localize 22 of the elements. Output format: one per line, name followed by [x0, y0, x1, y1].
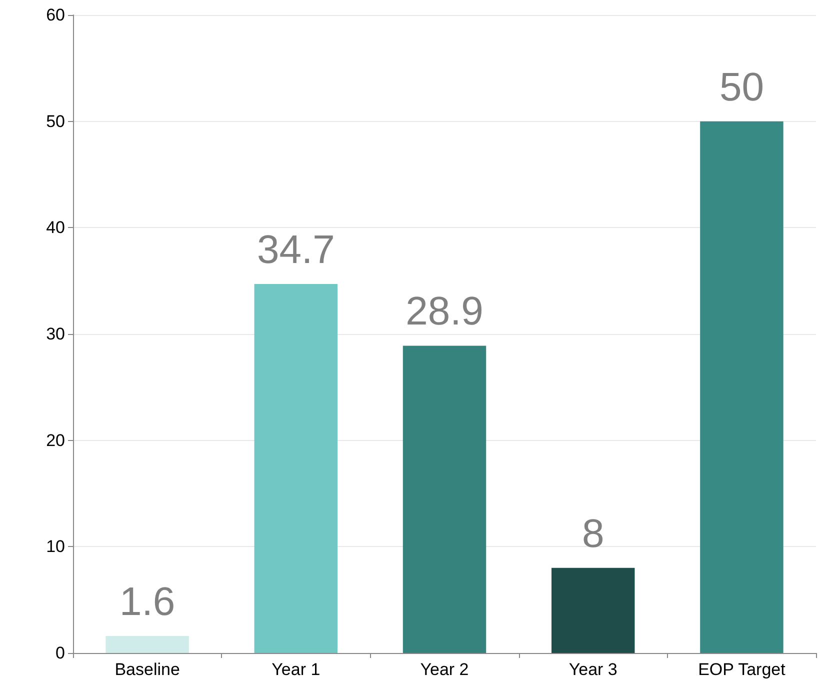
data-label: 28.9 [406, 290, 484, 334]
bar [700, 121, 784, 653]
x-tick-label: Year 1 [272, 660, 320, 679]
bar [254, 284, 338, 653]
x-tick-label: Year 3 [568, 660, 618, 679]
y-tick-label: 40 [46, 218, 65, 238]
data-label: 34.7 [256, 228, 335, 272]
y-tick-label: 20 [46, 430, 65, 450]
data-label: 1.6 [119, 580, 176, 624]
y-tick-label: 30 [46, 324, 65, 344]
x-tick-label: Baseline [114, 660, 180, 679]
y-tick-label: 60 [46, 6, 65, 24]
x-tick-label: EOP Target [698, 660, 786, 679]
bar [402, 346, 486, 653]
y-tick-label: 50 [46, 112, 65, 131]
data-label: 8 [582, 512, 604, 556]
y-tick-label: 0 [56, 644, 65, 662]
bar [551, 568, 635, 653]
data-label: 50 [719, 65, 764, 110]
x-tick-label: Year 2 [420, 660, 469, 679]
bar [106, 636, 189, 653]
y-tick-label: 10 [46, 537, 65, 556]
